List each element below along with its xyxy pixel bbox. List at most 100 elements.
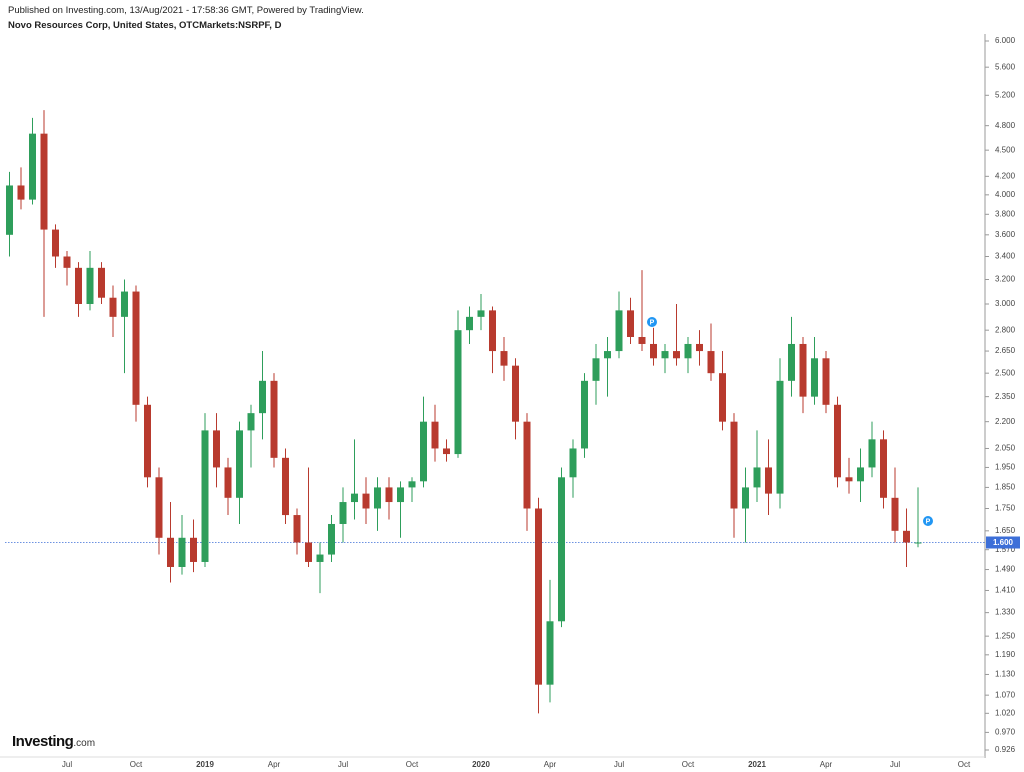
candle-body <box>121 291 128 317</box>
candle-body <box>236 430 243 498</box>
y-tick-label: 2.800 <box>995 325 1016 334</box>
annotation-marker <box>646 316 658 328</box>
logo-suffix: .com <box>73 738 96 749</box>
candle-body <box>63 256 71 268</box>
y-tick-label: 1.750 <box>995 504 1016 513</box>
y-tick-label: 0.926 <box>995 745 1016 754</box>
logo: Investing.com <box>12 733 95 751</box>
y-tick-label: 3.000 <box>995 299 1016 308</box>
y-tick-label: 1.330 <box>995 608 1016 617</box>
candle-body <box>40 133 48 230</box>
candle-body <box>880 439 887 498</box>
x-tick-label: Jul <box>62 760 72 769</box>
candle-body <box>661 351 669 359</box>
candle-body <box>431 421 439 449</box>
candle-body <box>29 133 36 200</box>
y-tick-label: 1.850 <box>995 483 1016 492</box>
candle-body <box>673 351 680 359</box>
price-label-box <box>986 536 1020 549</box>
candle-body <box>558 477 565 622</box>
candle-body <box>857 467 864 482</box>
candle-body <box>316 554 324 562</box>
y-tick-label: 1.410 <box>995 586 1016 595</box>
candle-body <box>305 542 312 562</box>
y-tick-label: 1.070 <box>995 690 1016 699</box>
candle-body <box>293 515 301 543</box>
x-tick-label: Jul <box>890 760 900 769</box>
y-tick-label: 1.190 <box>995 650 1016 659</box>
candle-body <box>259 380 266 414</box>
candle-body <box>443 448 450 455</box>
candle-body <box>282 457 289 516</box>
candle-body <box>799 343 807 397</box>
chart-title: Novo Resources Corp, United States, OTCM… <box>8 20 282 31</box>
y-tick-label: 1.490 <box>995 565 1016 574</box>
annotation-label: P <box>650 319 655 326</box>
candle-body <box>592 358 600 381</box>
candle-body <box>98 267 105 298</box>
x-tick-label: 2021 <box>748 760 766 769</box>
candle-body <box>914 542 922 544</box>
candle-body <box>650 343 657 359</box>
candle-body <box>397 487 404 503</box>
candle-body <box>374 487 381 509</box>
candle-body <box>696 343 703 352</box>
candle-body <box>339 502 347 524</box>
candle-body <box>719 373 726 422</box>
y-tick-label: 1.020 <box>995 708 1016 717</box>
candle-body <box>868 439 876 468</box>
y-tick-label: 4.200 <box>995 171 1016 180</box>
candle-body <box>546 621 554 685</box>
y-tick-label: 4.500 <box>995 145 1016 154</box>
candle-body <box>420 421 427 482</box>
y-tick-label: 0.970 <box>995 727 1016 736</box>
candle-body <box>891 497 899 531</box>
annotation-marker <box>922 515 934 527</box>
x-tick-label: 2020 <box>472 760 490 769</box>
candle-body <box>523 421 531 509</box>
candle-body <box>535 508 542 685</box>
header: Published on Investing.com, 13/Aug/2021 … <box>8 5 364 16</box>
x-tick-label: Oct <box>682 760 695 769</box>
price-label: 1.600 <box>993 538 1014 547</box>
x-tick-label: 2019 <box>196 760 214 769</box>
candle-body <box>52 229 59 257</box>
y-tick-label: 2.500 <box>995 368 1016 377</box>
candle-body <box>213 430 220 468</box>
x-tick-label: Oct <box>958 760 971 769</box>
candle-body <box>788 343 795 381</box>
candle-body <box>201 430 209 562</box>
candle-body <box>627 310 634 338</box>
candle-body <box>742 487 749 509</box>
x-tick-label: Apr <box>820 760 833 769</box>
candle-body <box>132 291 140 405</box>
y-tick-label: 1.570 <box>995 545 1016 554</box>
y-tick-label: 6.000 <box>995 36 1016 45</box>
candle-body <box>270 380 278 458</box>
candle-body <box>707 351 715 374</box>
x-tick-label: Apr <box>268 760 281 769</box>
candle-body <box>489 310 496 352</box>
x-tick-label: Apr <box>544 760 557 769</box>
y-tick-label: 5.200 <box>995 90 1016 99</box>
y-tick-label: 1.950 <box>995 463 1016 472</box>
candle-body <box>822 358 830 405</box>
candle-body <box>190 537 197 562</box>
candle-body <box>109 297 117 317</box>
x-tick-label: Jul <box>338 760 348 769</box>
candle-body <box>776 380 784 494</box>
x-tick-label: Oct <box>130 760 143 769</box>
candle-body <box>328 523 335 555</box>
candle-body <box>454 330 462 455</box>
candle-body <box>385 487 393 503</box>
candle-body <box>466 316 473 331</box>
candle-body <box>765 467 772 494</box>
y-tick-label: 1.130 <box>995 670 1016 679</box>
y-tick-label: 5.600 <box>995 62 1016 71</box>
candle-body <box>224 467 232 498</box>
y-tick-label: 4.800 <box>995 121 1016 130</box>
y-tick-label: 3.400 <box>995 252 1016 261</box>
candle-body <box>247 413 255 431</box>
